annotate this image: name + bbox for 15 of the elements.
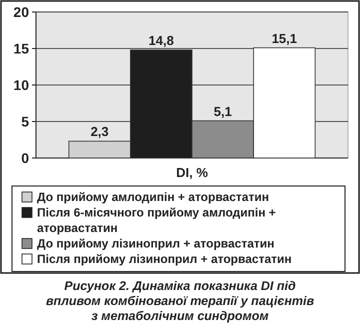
legend-label: Після прийому лізиноприл + аторвастатин — [37, 252, 292, 266]
data-label: 15,1 — [272, 30, 298, 46]
y-tick-label: 10 — [13, 76, 30, 93]
data-label: 14,8 — [148, 32, 174, 48]
text: Рисунок 2. Динаміка показника DI під впливом комбінованої терапії у пацієнтів з метаболічним синдромом — [46, 279, 314, 323]
data-label: 2,3 — [90, 124, 109, 140]
legend-label: До прийому амлодипін + аторвастатин — [37, 190, 269, 204]
y-tick-label: 0 — [21, 150, 30, 166]
legend-label: Після 6-місячного прийому амлодипін + аторвастатин — [37, 206, 276, 235]
y-tick-label: 5 — [21, 113, 30, 130]
data-label: 5,1 — [214, 104, 232, 119]
y-tick-label: 15 — [13, 40, 30, 56]
y-tick-label: 20 — [13, 4, 30, 20]
legend-label: До прийому лізиноприл + аторвастатин — [37, 236, 274, 250]
x-axis-title: DI, % — [176, 165, 208, 180]
